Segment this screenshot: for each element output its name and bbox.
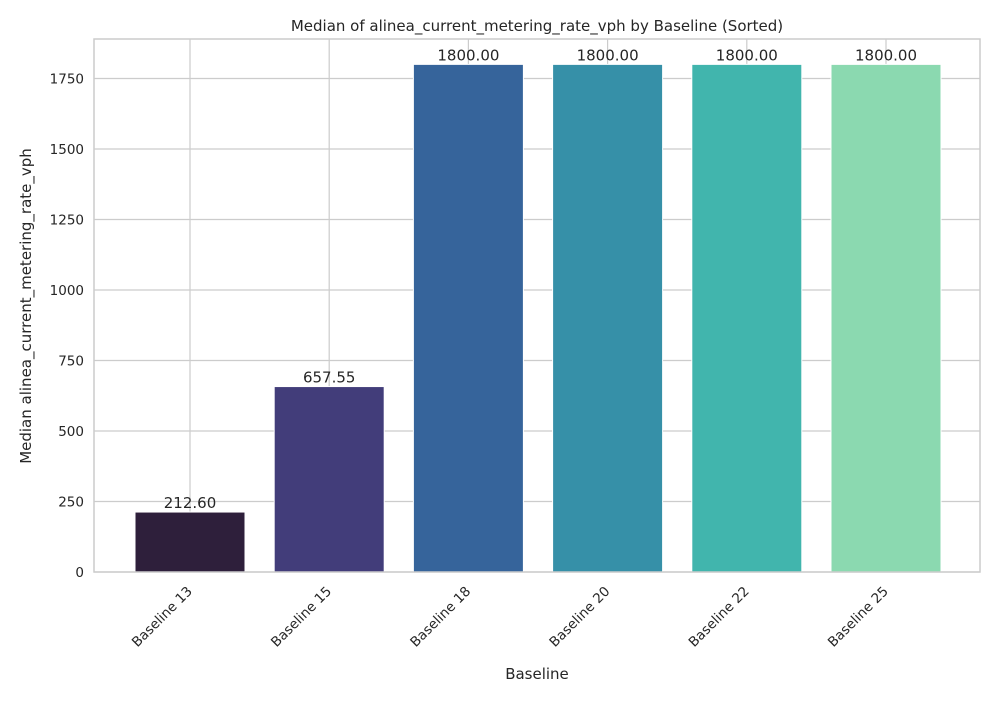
- bar-value-label: 657.55: [303, 369, 356, 387]
- plot-frame: [93, 38, 981, 573]
- bar: [830, 63, 942, 573]
- y-tick-label: 1750: [50, 71, 84, 87]
- y-tick-label: 0: [75, 565, 84, 581]
- bar: [134, 511, 246, 573]
- y-tick-label: 1250: [50, 212, 84, 228]
- bar-value-label: 1800.00: [716, 46, 778, 64]
- bar: [552, 63, 664, 573]
- bar-value-label: 1800.00: [855, 46, 917, 64]
- y-tick-label: 1000: [50, 283, 84, 299]
- bar-value-label: 1800.00: [577, 46, 639, 64]
- bar-value-label: 1800.00: [437, 46, 499, 64]
- bar: [412, 63, 524, 573]
- x-axis-title: Baseline: [505, 665, 569, 683]
- y-tick-label: 1500: [50, 142, 84, 158]
- y-tick-label: 500: [58, 424, 84, 440]
- bar: [691, 63, 803, 573]
- y-axis-title: Median alinea_current_metering_rate_vph: [17, 148, 36, 464]
- y-tick-label: 750: [58, 353, 84, 369]
- bar: [273, 386, 385, 573]
- chart-title: Median of alinea_current_metering_rate_v…: [291, 17, 783, 36]
- bar-value-label: 212.60: [164, 494, 217, 512]
- y-tick-label: 250: [58, 494, 84, 510]
